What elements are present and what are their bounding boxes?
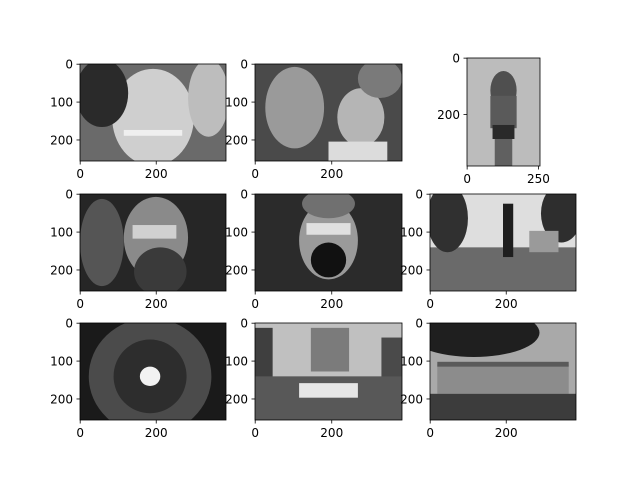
- axes-frame: [254, 193, 403, 292]
- x-tick-label: 200: [145, 297, 168, 311]
- y-tick-label: 0: [240, 58, 248, 72]
- y-tick-label: 0: [65, 317, 73, 331]
- image-panel-1: grayscale photo: top of a person's head …: [50, 58, 227, 181]
- x-tick-label: 200: [145, 167, 168, 181]
- x-tick-label: 200: [320, 297, 343, 311]
- photo-image: grayscale photo: ancient Greek temple un…: [430, 323, 576, 420]
- y-tick-label: 0: [65, 58, 73, 72]
- image-panel-2: grayscale photo: smiling woman with a sm…: [225, 58, 403, 181]
- y-tick-label: 200: [225, 392, 248, 406]
- x-tick-label: 200: [145, 426, 168, 440]
- photo-image: grayscale photo: church above a crowded …: [255, 323, 402, 420]
- photo-image: grayscale photo: man with painted face a…: [80, 194, 226, 291]
- x-tick-label: 0: [251, 167, 259, 181]
- image-panel-8: grayscale photo: church above a crowded …: [225, 317, 403, 440]
- photo-image: grayscale photo: tree-lined road with cy…: [430, 194, 576, 291]
- y-tick-label: 200: [50, 392, 73, 406]
- y-tick-label: 100: [50, 355, 73, 369]
- x-tick-label: 200: [320, 426, 343, 440]
- image-panel-6: grayscale photo: tree-lined road with cy…: [400, 188, 577, 311]
- image-panel-9: grayscale photo: ancient Greek temple un…: [400, 317, 577, 440]
- y-tick-label: 0: [65, 188, 73, 202]
- photo-image: grayscale photo: smiling woman with a sm…: [255, 64, 402, 161]
- x-tick-label: 250: [527, 172, 550, 186]
- x-tick-label: 200: [320, 167, 343, 181]
- y-tick-label: 0: [415, 188, 423, 202]
- axes-frame: [429, 193, 577, 292]
- x-tick-label: 0: [76, 297, 84, 311]
- y-tick-label: 0: [452, 52, 460, 66]
- y-tick-label: 100: [225, 355, 248, 369]
- image-panel-4: grayscale photo: man with painted face a…: [50, 188, 227, 311]
- x-tick-label: 0: [76, 167, 84, 181]
- photo-image: grayscale photo: top of a person's head …: [80, 64, 226, 161]
- y-tick-label: 200: [225, 133, 248, 147]
- y-tick-label: 100: [50, 96, 73, 110]
- y-tick-label: 100: [50, 226, 73, 240]
- axes-frame: [254, 322, 403, 421]
- image-panel-7: grayscale photo: interior of a dome look…: [50, 317, 227, 440]
- x-tick-label: 0: [251, 426, 259, 440]
- axes-frame: [429, 322, 577, 421]
- x-tick-label: 0: [251, 297, 259, 311]
- x-tick-label: 200: [495, 297, 518, 311]
- x-tick-label: 0: [426, 426, 434, 440]
- y-tick-label: 0: [240, 188, 248, 202]
- y-tick-label: 0: [415, 317, 423, 331]
- photo-image: grayscale photo: boy standing holding a …: [467, 58, 540, 166]
- y-tick-label: 100: [225, 226, 248, 240]
- image-panel-3: grayscale photo: boy standing holding a …: [437, 52, 550, 186]
- x-tick-label: 0: [76, 426, 84, 440]
- axes-frame: [254, 63, 403, 162]
- x-tick-label: 0: [426, 297, 434, 311]
- axes-frame: [79, 322, 227, 421]
- axes-frame: [79, 193, 227, 292]
- x-tick-label: 200: [495, 426, 518, 440]
- y-tick-label: 200: [437, 108, 460, 122]
- photo-image: grayscale photo: interior of a dome look…: [80, 323, 226, 420]
- y-tick-label: 200: [400, 392, 423, 406]
- y-tick-label: 200: [225, 263, 248, 277]
- y-tick-label: 100: [225, 96, 248, 110]
- y-tick-label: 200: [50, 263, 73, 277]
- y-tick-label: 0: [240, 317, 248, 331]
- image-panel-5: grayscale photo: man with painted face a…: [225, 188, 403, 311]
- y-tick-label: 200: [50, 133, 73, 147]
- y-tick-label: 100: [400, 355, 423, 369]
- axes-frame: [79, 63, 227, 162]
- axes-frame: [466, 57, 541, 167]
- y-tick-label: 200: [400, 263, 423, 277]
- photo-image: grayscale photo: man with painted face a…: [255, 194, 402, 291]
- x-tick-label: 0: [463, 172, 471, 186]
- y-tick-label: 100: [400, 226, 423, 240]
